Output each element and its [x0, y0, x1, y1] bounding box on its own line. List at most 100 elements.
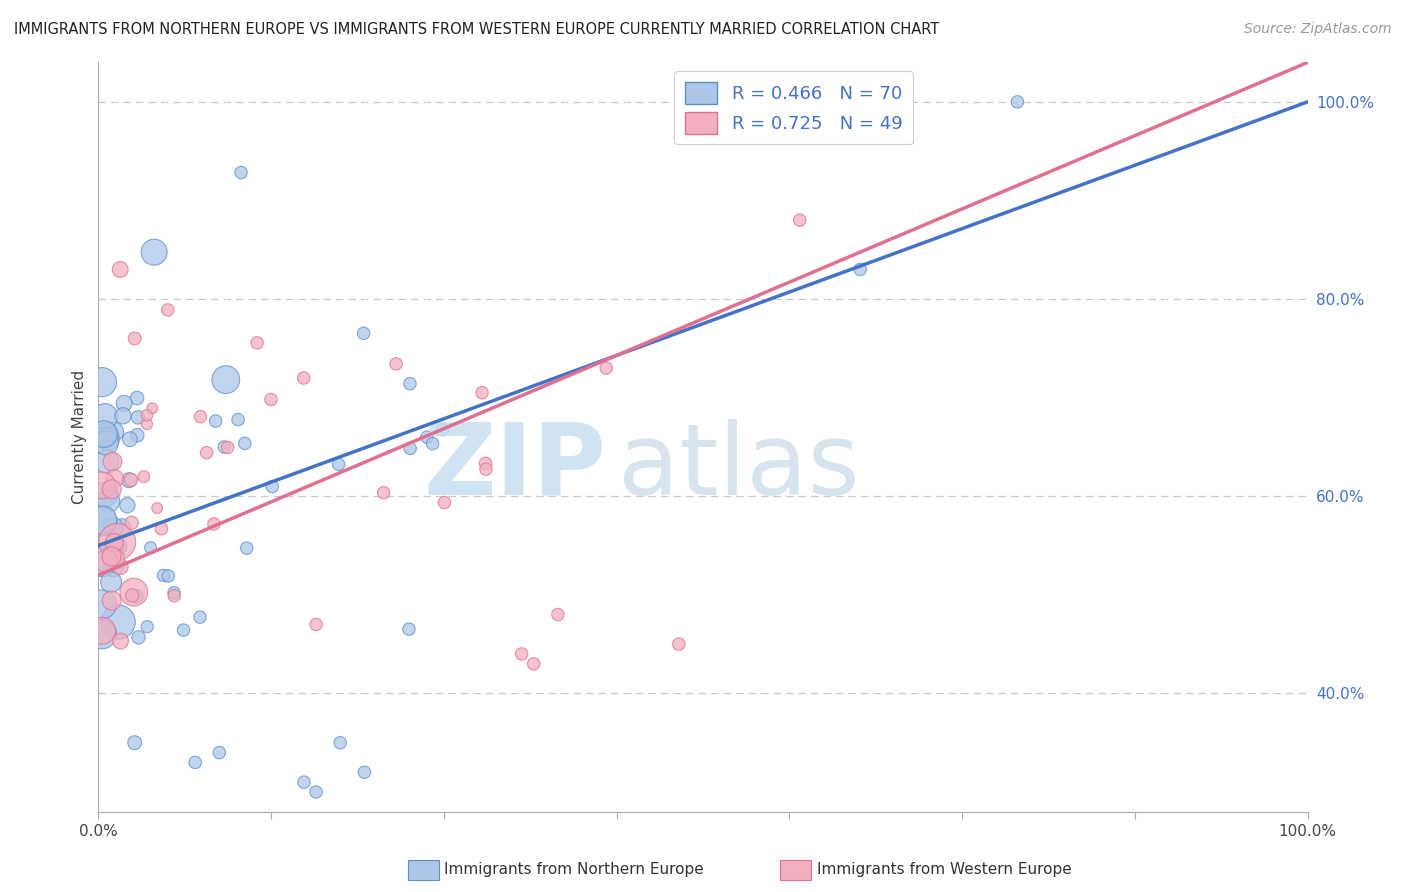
Point	[101, 559, 124, 574]
Point	[163, 586, 186, 600]
Point	[94, 409, 117, 424]
Point	[246, 335, 269, 350]
Point	[432, 423, 454, 437]
Point	[849, 262, 872, 277]
Point	[353, 326, 375, 341]
Point	[101, 482, 124, 496]
Point	[398, 622, 420, 636]
Point	[91, 375, 114, 389]
Point	[122, 585, 145, 599]
Point	[124, 736, 146, 750]
Point	[329, 736, 352, 750]
Point	[110, 559, 132, 574]
Point	[100, 575, 122, 590]
Point	[523, 657, 546, 671]
Point	[117, 498, 139, 512]
Point	[141, 401, 163, 416]
Point	[208, 746, 231, 760]
Point	[121, 516, 143, 530]
Point	[107, 540, 129, 554]
Point	[260, 392, 283, 407]
Point	[94, 487, 117, 501]
Point	[96, 436, 118, 450]
Text: Immigrants from Northern Europe: Immigrants from Northern Europe	[444, 863, 704, 877]
Point	[305, 785, 328, 799]
Point	[292, 371, 315, 385]
Point	[91, 513, 114, 527]
Point	[125, 391, 148, 405]
Point	[103, 535, 125, 549]
Point	[111, 520, 134, 534]
Point	[127, 631, 149, 645]
Point	[328, 458, 350, 472]
Point	[96, 427, 118, 442]
Point	[156, 302, 179, 317]
Point	[547, 607, 569, 622]
Point	[433, 495, 456, 509]
Point	[104, 471, 127, 485]
Point	[127, 410, 149, 425]
Point	[94, 554, 117, 568]
Point	[100, 549, 122, 564]
Point	[226, 412, 249, 426]
Point	[292, 775, 315, 789]
Point	[471, 385, 494, 400]
Point	[157, 569, 180, 583]
Point	[422, 436, 444, 450]
Point	[125, 589, 148, 603]
Point	[97, 432, 120, 446]
Point	[385, 357, 408, 371]
Point	[111, 409, 134, 423]
Point	[150, 522, 173, 536]
Point	[474, 456, 496, 470]
Point	[305, 617, 328, 632]
Legend: R = 0.466   N = 70, R = 0.725   N = 49: R = 0.466 N = 70, R = 0.725 N = 49	[673, 71, 914, 145]
Point	[91, 624, 114, 638]
Point	[399, 376, 422, 391]
Point	[215, 373, 238, 387]
Point	[184, 756, 207, 770]
Point	[108, 262, 131, 277]
Point	[103, 425, 125, 439]
Point	[91, 598, 114, 612]
Point	[93, 427, 115, 442]
Point	[132, 469, 155, 483]
Y-axis label: Currently Married: Currently Married	[72, 370, 87, 504]
Point	[91, 478, 114, 492]
Text: IMMIGRANTS FROM NORTHERN EUROPE VS IMMIGRANTS FROM WESTERN EUROPE CURRENTLY MARR: IMMIGRANTS FROM NORTHERN EUROPE VS IMMIG…	[14, 22, 939, 37]
Point	[103, 540, 125, 554]
Point	[107, 615, 129, 629]
Point	[120, 473, 142, 487]
Point	[121, 589, 143, 603]
Point	[229, 165, 252, 179]
Point	[188, 610, 211, 624]
Point	[195, 446, 218, 460]
Point	[100, 593, 122, 607]
Point	[202, 516, 225, 531]
Point	[143, 245, 166, 260]
Point	[124, 331, 146, 345]
Point	[136, 620, 159, 634]
Point	[104, 551, 127, 566]
Point	[94, 428, 117, 442]
Point	[97, 494, 120, 508]
Text: atlas: atlas	[619, 418, 860, 516]
Point	[112, 396, 135, 410]
Point	[163, 589, 186, 603]
Point	[173, 623, 195, 637]
Point	[101, 455, 124, 469]
Point	[475, 462, 498, 476]
Point	[204, 414, 226, 428]
Point	[110, 634, 132, 648]
Point	[668, 637, 690, 651]
Point	[96, 455, 118, 469]
Point	[235, 541, 257, 556]
FancyBboxPatch shape	[780, 860, 811, 880]
Point	[416, 430, 439, 444]
Point	[146, 501, 169, 516]
Point	[136, 409, 159, 423]
Point	[1007, 95, 1029, 109]
Point	[152, 568, 174, 582]
FancyBboxPatch shape	[408, 860, 439, 880]
Point	[101, 520, 124, 534]
